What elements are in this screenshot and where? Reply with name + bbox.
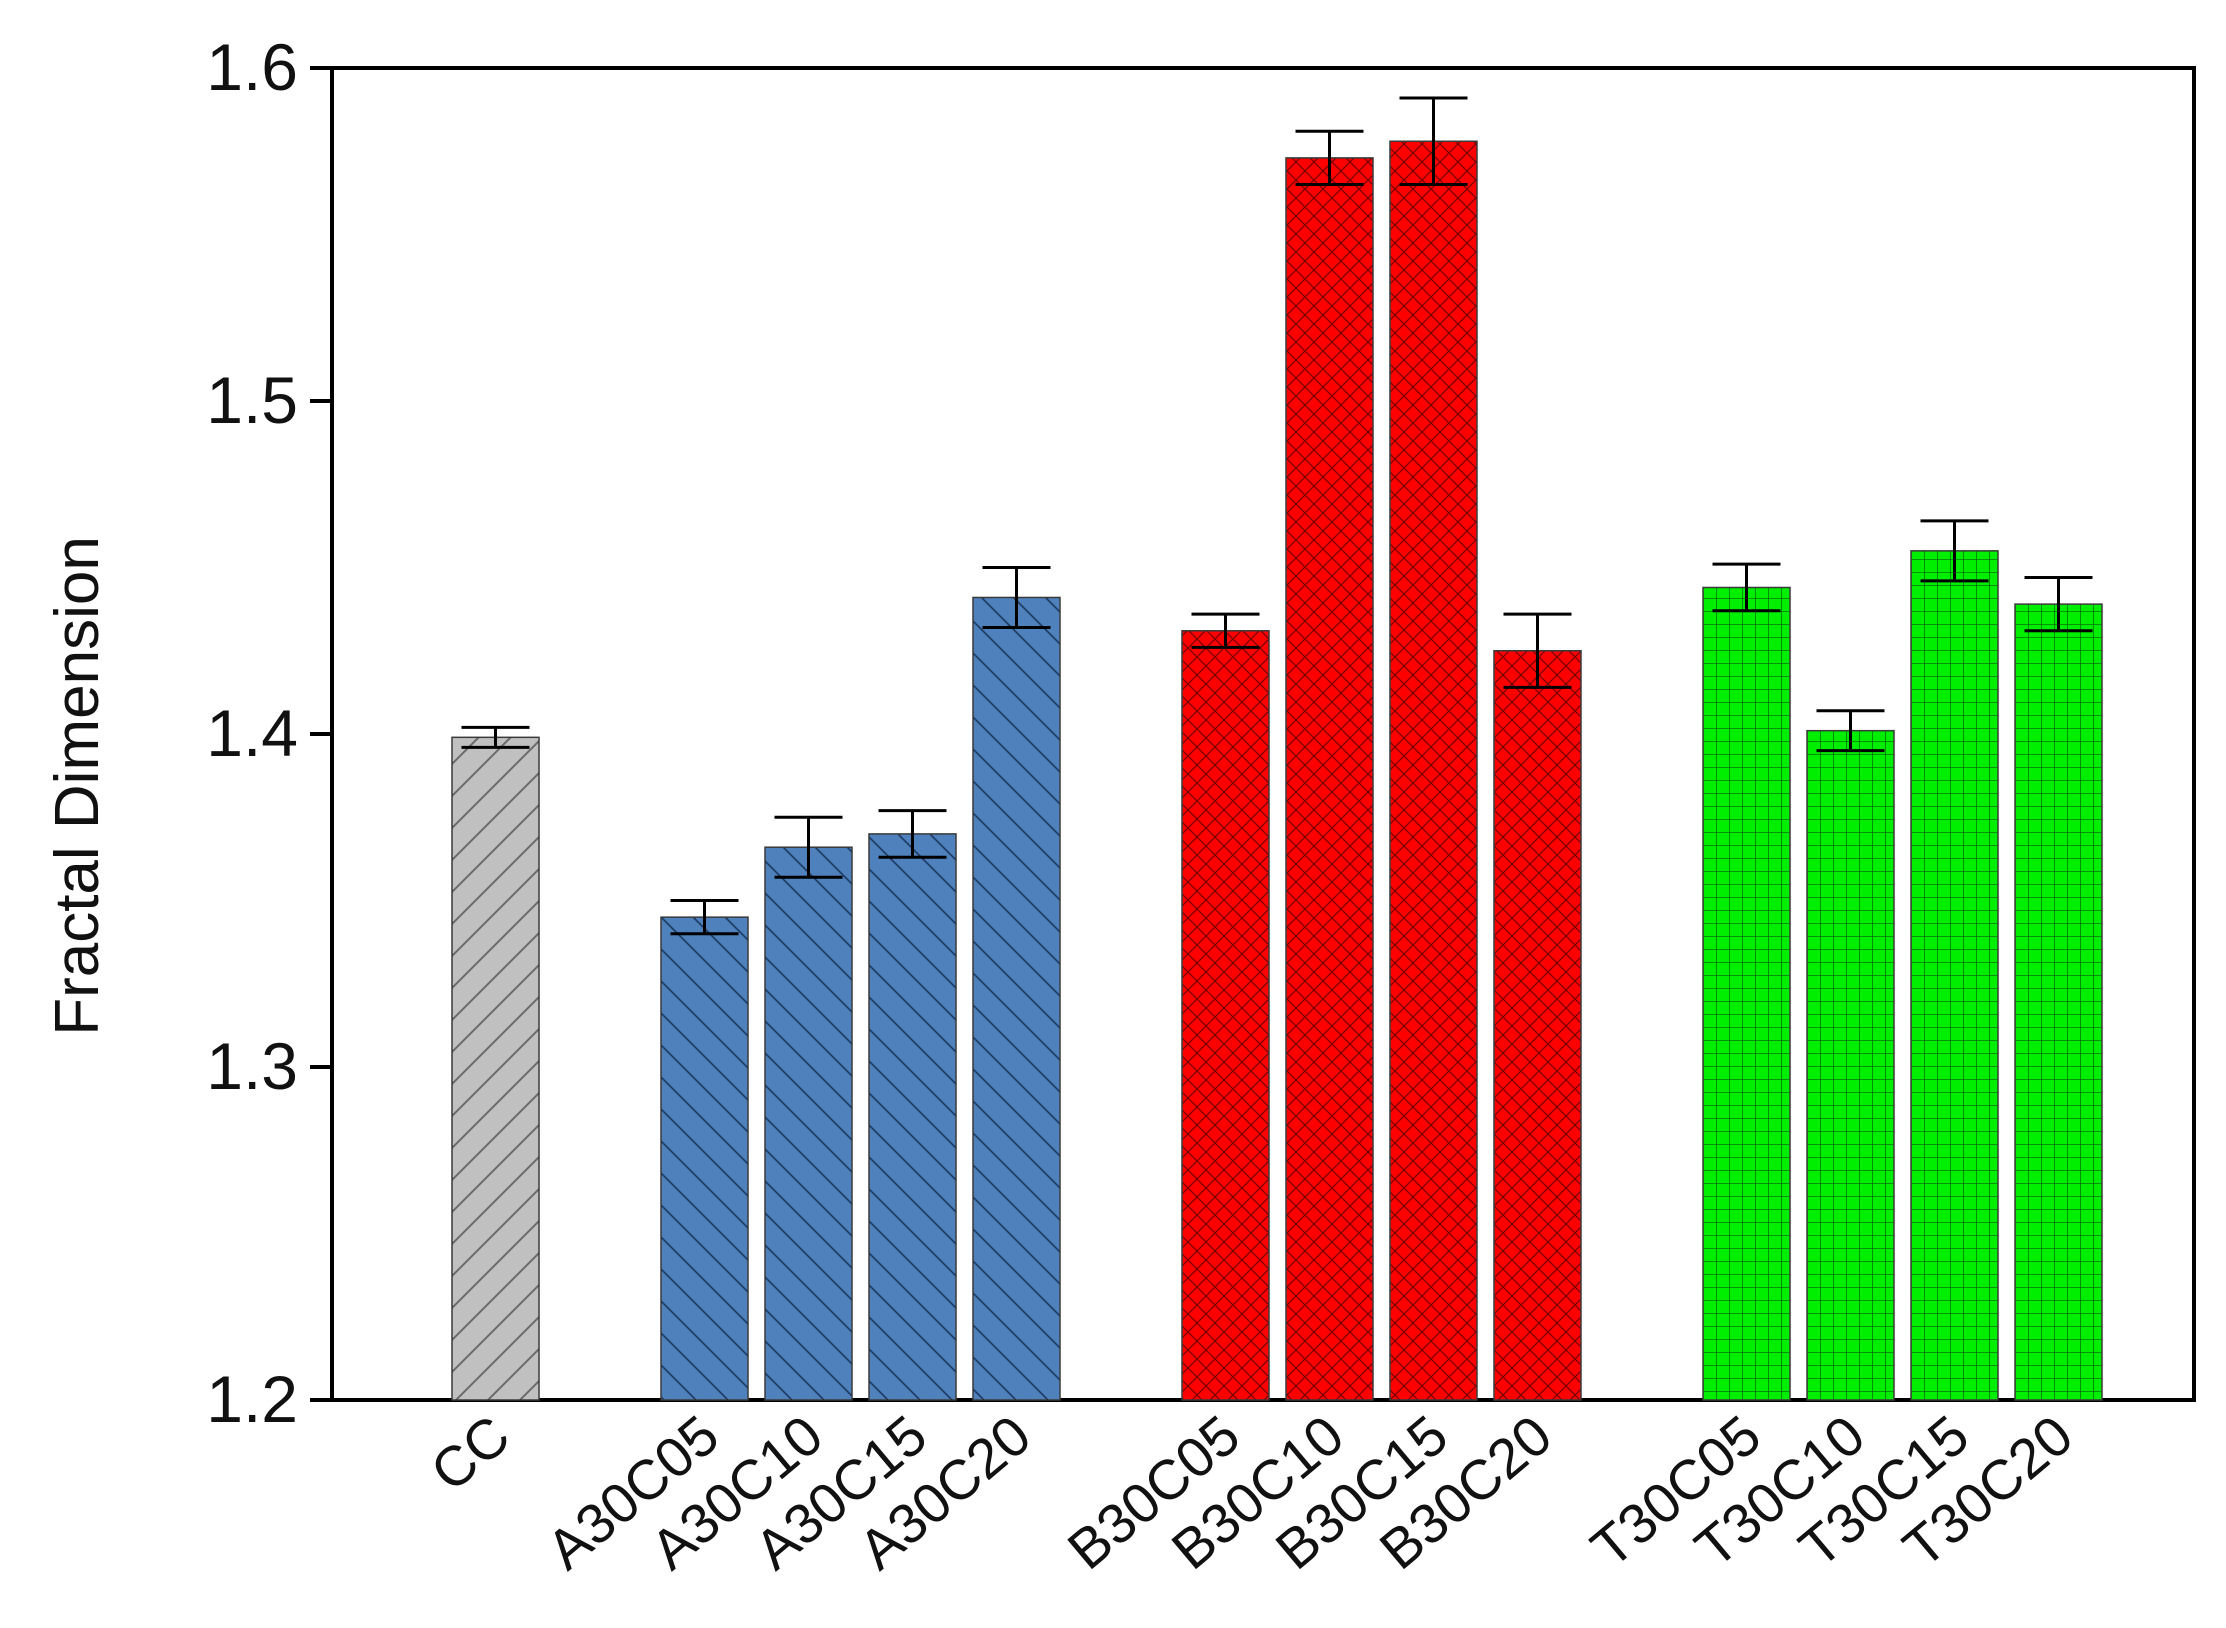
error-bar-b30c20 <box>1503 612 1572 689</box>
bar-hatch-a30c15 <box>868 833 957 1401</box>
bar-hatch-cc <box>451 736 540 1401</box>
error-bars-layer <box>461 96 2093 936</box>
error-bar-a30c20 <box>982 566 1051 629</box>
y-axis-title: Fractal Dimension <box>43 536 112 1036</box>
bar-hatch-t30c15 <box>1910 550 1999 1401</box>
error-bar-t30c10 <box>1816 709 1885 753</box>
bar-hatch-b30c10 <box>1285 157 1374 1401</box>
bar-hatch-t30c20 <box>2014 603 2103 1401</box>
error-bar-b30c15 <box>1399 96 1468 187</box>
error-bar-t30c05 <box>1712 562 1781 613</box>
error-bar-b30c05 <box>1191 612 1260 649</box>
bar-hatch-t30c10 <box>1806 729 1895 1401</box>
bar-hatch-a30c05 <box>660 916 749 1401</box>
error-bar-a30c15 <box>878 809 947 859</box>
error-bar-t30c20 <box>2024 575 2093 633</box>
error-bar-t30c15 <box>1920 519 1989 583</box>
y-tick-label: 1.5 <box>206 363 298 437</box>
bar-hatch-a30c20 <box>972 596 1061 1401</box>
x-tick-label: CC <box>419 1403 521 1503</box>
bar-hatch-b30c05 <box>1181 630 1270 1401</box>
error-bar-cc <box>461 725 530 749</box>
bars-layer <box>451 140 2103 1401</box>
y-tick-label: 1.2 <box>206 1362 298 1436</box>
error-bar-a30c05 <box>670 899 739 936</box>
bar-hatch-a30c10 <box>764 846 853 1401</box>
bar-hatch-t30c05 <box>1702 586 1791 1401</box>
y-tick-label: 1.3 <box>206 1029 298 1103</box>
y-tick-label: 1.4 <box>206 696 298 770</box>
error-bar-a30c10 <box>774 815 843 879</box>
bar-hatch-b30c15 <box>1389 140 1478 1401</box>
y-tick-label: 1.6 <box>206 30 298 104</box>
y-axis: 1.2 1.3 1.4 1.5 1.6 <box>206 30 332 1436</box>
bar-hatch-b30c20 <box>1493 650 1582 1401</box>
error-bar-b30c10 <box>1295 129 1364 187</box>
